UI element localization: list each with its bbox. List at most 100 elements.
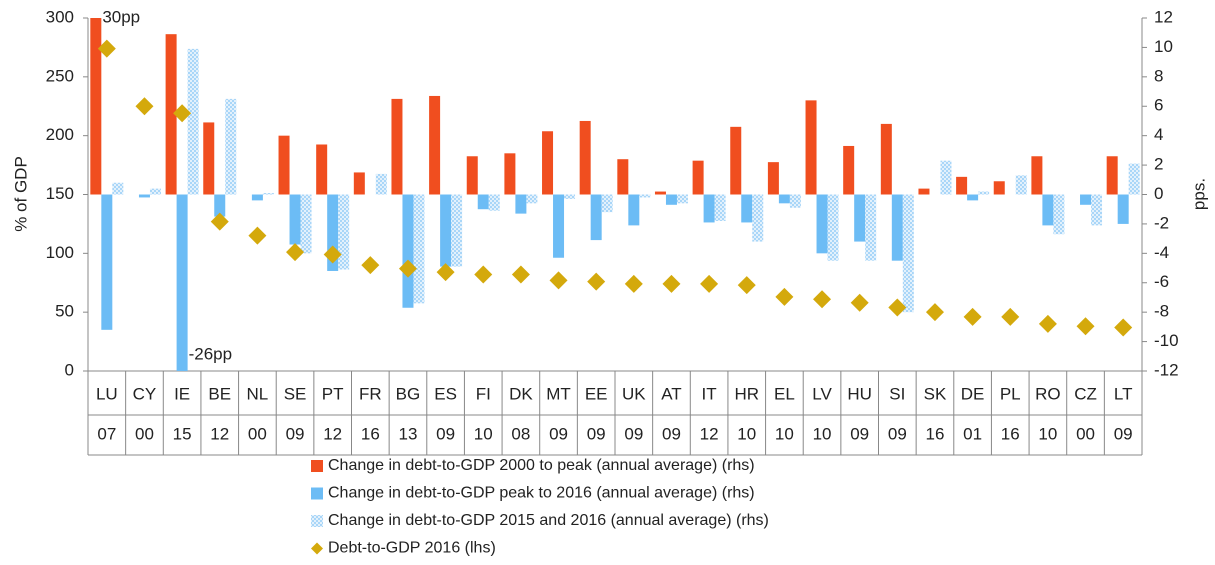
x-sublabel: 00 [1076,424,1095,443]
marker [737,276,756,295]
bar [827,194,839,261]
bar [956,176,968,195]
bar [300,194,312,254]
marker [1076,317,1095,336]
legend-marker [311,542,323,555]
marker [398,259,417,278]
marker [511,265,530,284]
x-tick-label: DE [961,384,985,403]
x-tick-label: ES [434,384,457,403]
bar [778,194,790,204]
bar [665,194,677,205]
bar [590,194,602,241]
bar [338,194,350,270]
marker [662,274,681,293]
bar [676,194,688,204]
x-tick-label: LT [1114,384,1133,403]
bar [880,123,892,195]
bar [741,194,753,223]
x-sublabel: 09 [1114,424,1133,443]
bar [289,194,301,245]
x-tick-label: PL [1000,384,1021,403]
x-tick-label: IE [174,384,190,403]
data-label: -26pp [189,344,232,363]
x-sublabel: 01 [963,424,982,443]
y2-tick-label: -12 [1154,360,1179,379]
bar [488,194,500,211]
x-tick-label: BG [396,384,421,403]
bar [1042,194,1054,226]
bar [940,160,952,195]
bar [553,194,565,258]
bar [451,194,463,267]
marker [813,290,832,309]
bar [149,188,161,195]
marker [248,226,267,245]
bar [413,194,425,304]
x-sublabel: 12 [700,424,719,443]
bar [353,172,365,195]
y-tick-label: 250 [46,66,74,85]
bar [138,194,150,198]
y2-tick-label: 4 [1154,125,1163,144]
y2-tick-label: 12 [1154,7,1173,26]
bar [375,173,387,195]
x-sublabel: 08 [511,424,530,443]
x-sublabel: 09 [624,424,643,443]
bar [752,194,764,242]
legend-marker [311,487,323,500]
x-sublabel: 09 [662,424,681,443]
bar [542,131,554,195]
x-tick-label: RO [1035,384,1061,403]
x-tick-label: EL [774,384,795,403]
marker [963,307,982,326]
data-label: 30pp [102,7,140,26]
bar [601,194,613,213]
marker [173,104,192,123]
bar [854,194,866,242]
x-tick-label: EE [585,384,608,403]
x-sublabel: 09 [888,424,907,443]
marker [888,298,907,317]
bar [515,194,527,214]
x-sublabel: 16 [926,424,945,443]
marker [1114,318,1133,337]
x-sublabel: 13 [399,424,418,443]
bar [891,194,903,261]
x-sublabel: 16 [361,424,380,443]
marker [323,245,342,264]
bar [1091,194,1103,226]
bar [176,194,188,371]
y-tick-label: 200 [46,125,74,144]
legend-label: Debt-to-GDP 2016 (lhs) [328,540,496,557]
bar [203,122,215,195]
y2-tick-label: 6 [1154,96,1163,115]
bar [1031,156,1043,195]
x-sublabel: 16 [1001,424,1020,443]
legend-marker [311,460,323,472]
legend-label: Change in debt-to-GDP 2015 and 2016 (ann… [328,512,769,529]
marker [1038,314,1057,333]
x-tick-label: FR [359,384,382,403]
x-sublabel: 15 [173,424,192,443]
x-tick-label: HU [847,384,872,403]
bar [703,194,715,223]
x-sublabel: 09 [587,424,606,443]
x-tick-label: BE [208,384,231,403]
bar [692,160,704,195]
y-tick-label: 150 [46,184,74,203]
x-sublabel: 10 [1038,424,1057,443]
x-sublabel: 07 [97,424,116,443]
y2-tick-label: 10 [1154,37,1173,56]
bar [1053,194,1065,235]
x-tick-label: IT [702,384,717,403]
bar [617,159,629,195]
bar [429,95,441,195]
marker [97,39,116,58]
bar [327,194,339,271]
bar [278,135,290,195]
bar [504,153,516,195]
bar [978,191,990,195]
x-tick-label: CZ [1074,384,1097,403]
bar [316,144,328,195]
